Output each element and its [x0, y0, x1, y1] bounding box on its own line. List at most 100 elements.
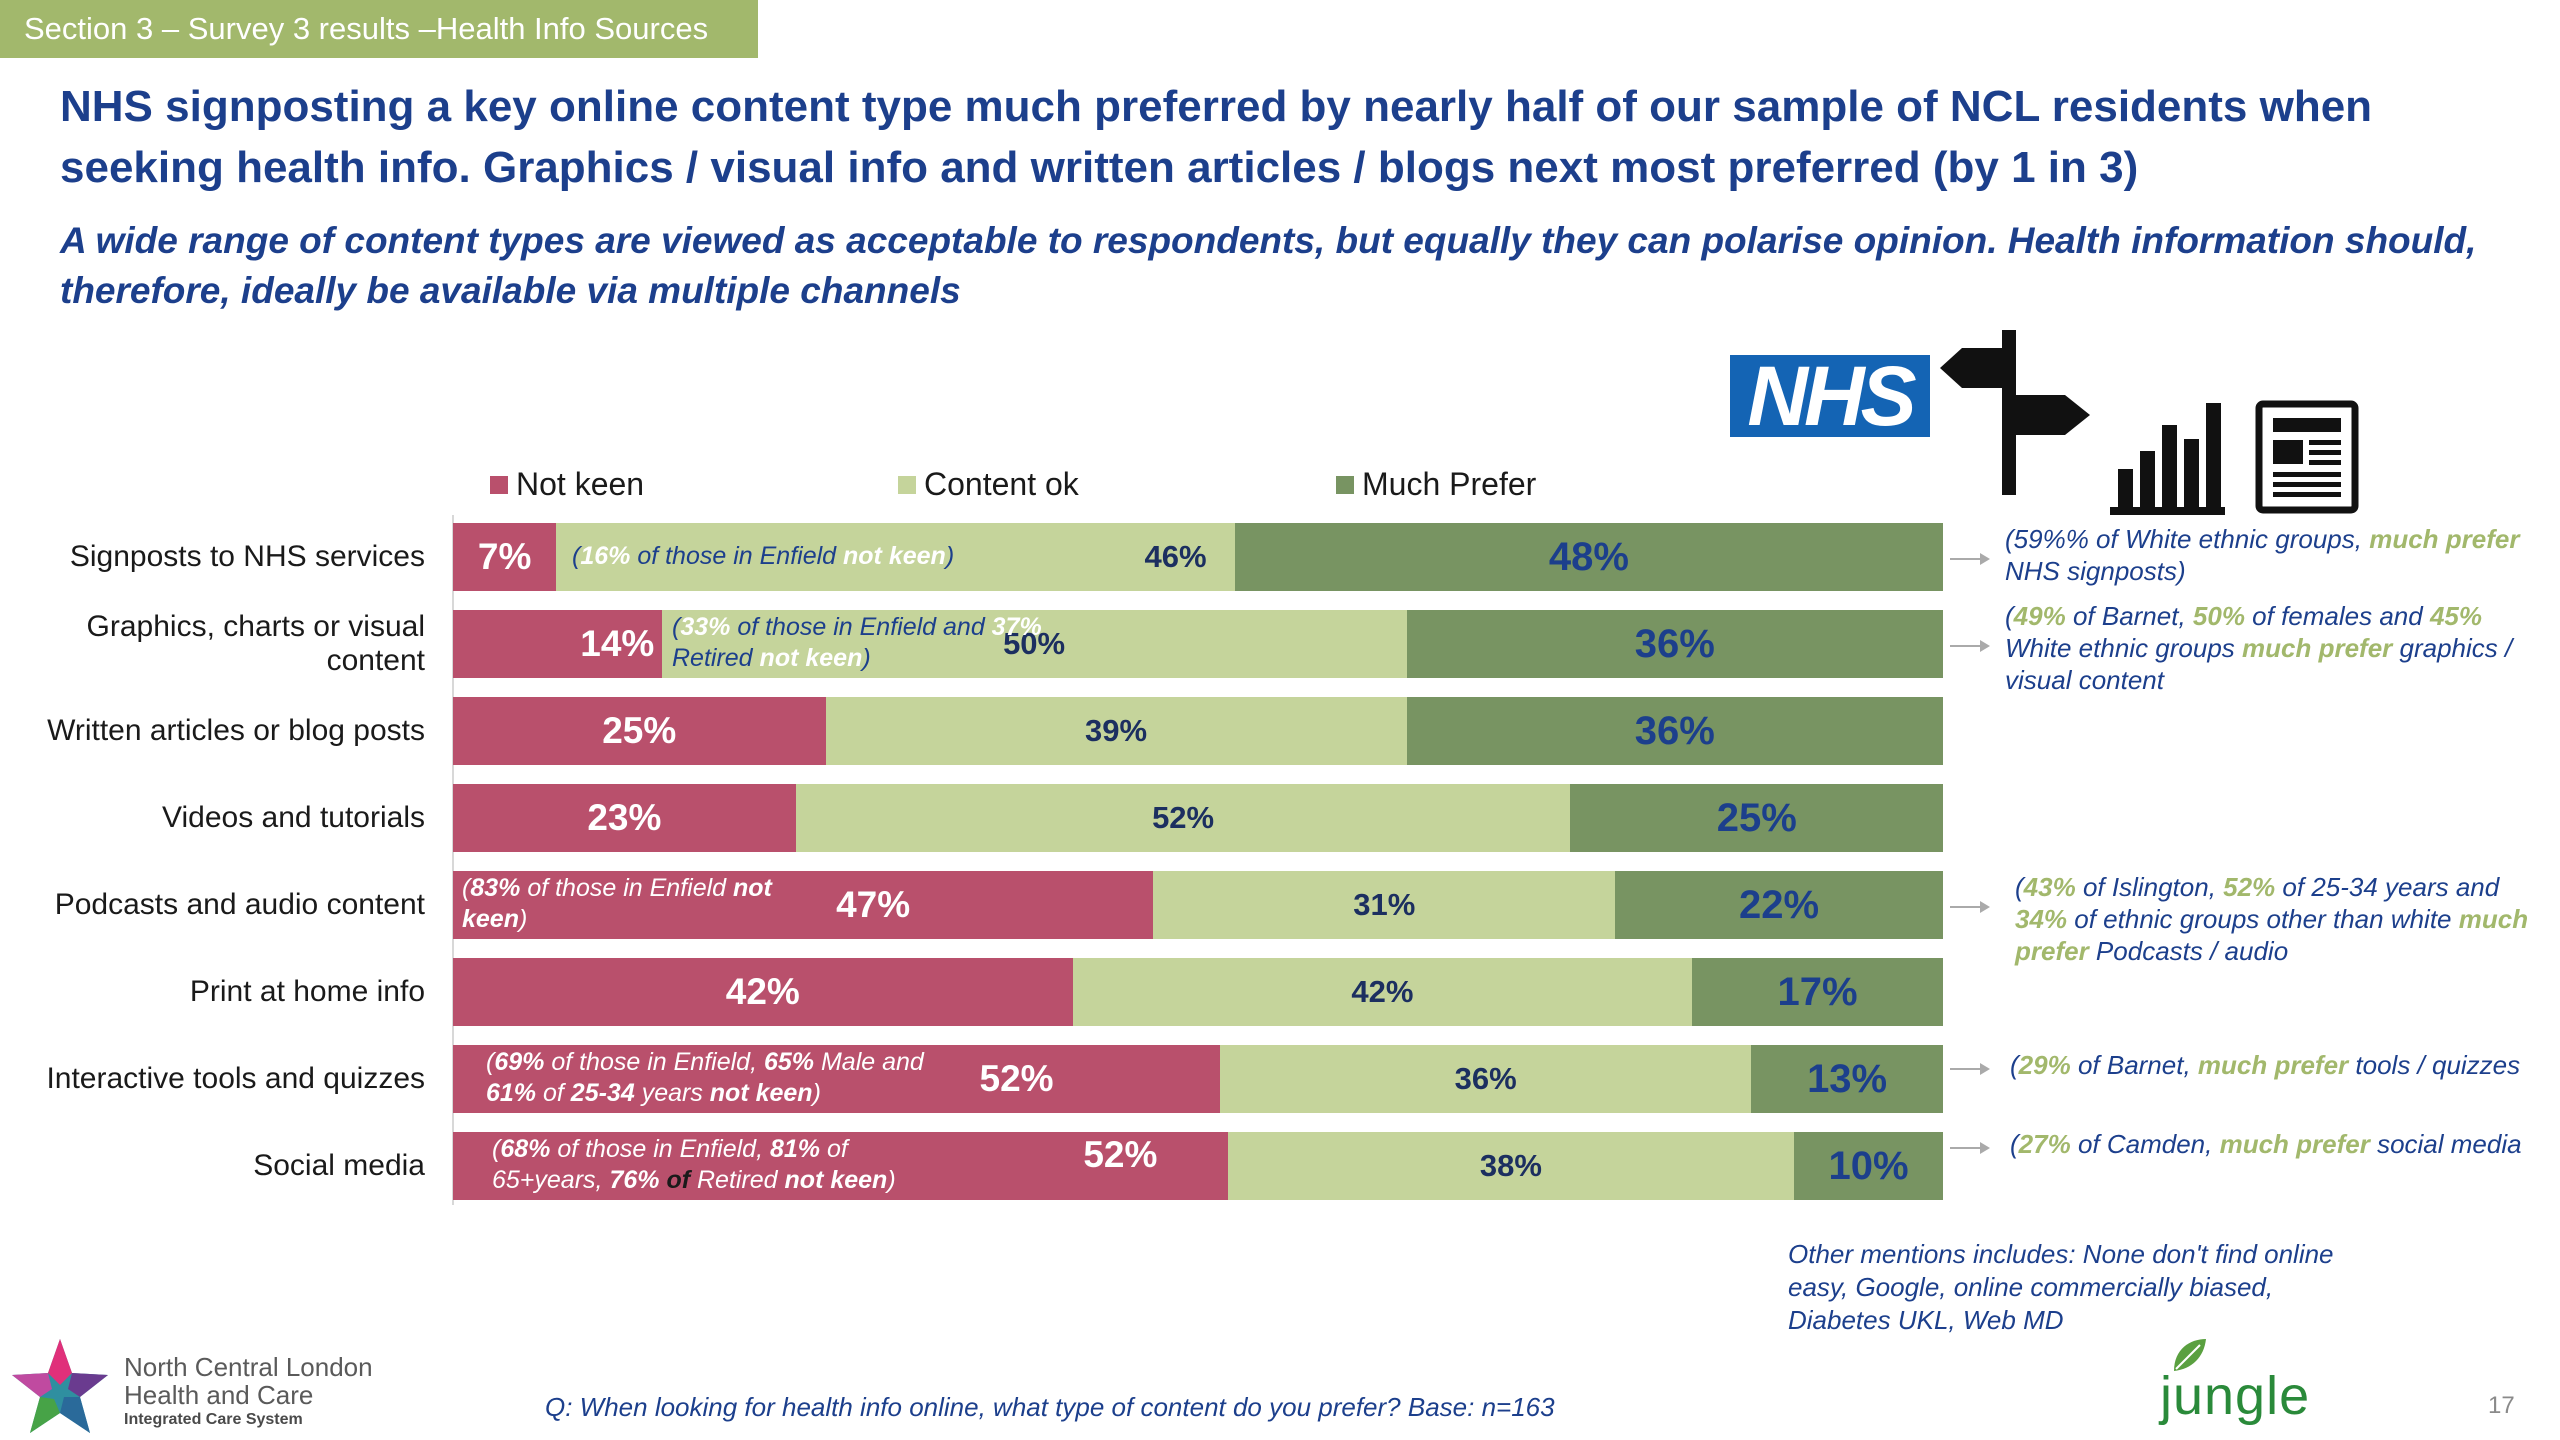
nhs-logo: NHS [1730, 354, 1930, 438]
data-label: 23% [587, 797, 662, 838]
bar-much-prefer: 13% [1751, 1045, 1943, 1113]
data-label: 46% [1144, 539, 1207, 574]
data-label: 31% [1353, 887, 1416, 922]
other-mentions-note: Other mentions includes: None don't find… [1788, 1239, 2334, 1335]
category-label: Written articles or blog posts [47, 714, 425, 747]
data-label: 17% [1777, 969, 1858, 1014]
chart-row: Graphics, charts or visual content 14% 5… [0, 601, 2560, 695]
legend-label: Much Prefer [1362, 466, 1537, 502]
legend-not-keen: Not keen [490, 466, 644, 503]
annotation-podcasts: (83% of those in Enfield not keen) [462, 874, 772, 933]
data-label: 47% [836, 884, 911, 925]
annotation-signposts: (16% of those in Enfield not keen) [572, 542, 955, 570]
bar-not-keen: 52% [453, 1132, 1228, 1200]
bar-content-ok: 38% [1227, 1132, 1794, 1200]
section-tab: Section 3 – Survey 3 results –Health Inf… [0, 0, 758, 58]
data-label: 13% [1807, 1056, 1888, 1101]
data-label: 10% [1828, 1143, 1909, 1188]
data-label: 52% [979, 1058, 1054, 1099]
bar-not-keen: 52% [453, 1045, 1221, 1113]
arrow-icon [1950, 1142, 1990, 1154]
arrow-icon [1950, 553, 1990, 565]
category-label: Social media [253, 1149, 425, 1182]
bar-content-ok: 39% [825, 697, 1407, 765]
bar-track: 47% 31% 22% [453, 871, 1943, 939]
bar-content-ok: 31% [1153, 871, 1616, 939]
bar-track: 52% 38% 10% [453, 1132, 1943, 1200]
bar-track: 23% 52% 25% [453, 784, 1943, 852]
data-label: 7% [477, 536, 532, 577]
newspaper-icon [2255, 400, 2359, 514]
data-label: 42% [725, 971, 800, 1012]
category-label: Graphics, charts or visual content [86, 610, 425, 677]
legend-swatch [490, 475, 508, 494]
bar-not-keen: 47% [453, 871, 1154, 939]
bar-much-prefer: 25% [1570, 784, 1943, 852]
annotation-graphics: (33% of those in Enfield and 37% Retired… [672, 613, 1042, 672]
category-label: Podcasts and audio content [54, 888, 425, 921]
bar-much-prefer: 48% [1234, 523, 1943, 591]
bar-much-prefer: 17% [1692, 958, 1943, 1026]
data-label: 25% [1716, 795, 1797, 840]
data-label: 52% [1083, 1134, 1158, 1175]
bar-not-keen: 25% [453, 697, 826, 765]
chart-row: Interactive tools and quizzes 52% 36% 13… [0, 1045, 2560, 1113]
data-label: 36% [1454, 1061, 1517, 1096]
data-label: 48% [1548, 534, 1629, 579]
signpost-icon [1940, 330, 2090, 495]
bar-content-ok: 52% [795, 784, 1571, 852]
bar-not-keen: 42% [453, 958, 1073, 1026]
leaf-icon [2174, 1339, 2206, 1371]
data-label: 38% [1479, 1148, 1542, 1183]
stacked-bar-chart: Signposts to NHS services 7% 46% 48% (16… [0, 515, 2560, 1215]
bar-much-prefer: 22% [1615, 871, 1943, 939]
jungle-green-logo: jungle green [2160, 1335, 2460, 1440]
side-note-graphics: (49% of Barnet, 50% of females and 45% W… [2005, 601, 2513, 695]
barchart-icon [2110, 403, 2225, 515]
bar-not-keen: 23% [453, 784, 796, 852]
bar-much-prefer: 36% [1406, 697, 1943, 765]
legend-swatch [898, 475, 916, 494]
bar-track: 7% 46% 48% [453, 523, 1943, 591]
star-logo-icon [12, 1339, 108, 1433]
annotation-social: (68% of those in Enfield, 81% of 65+year… [492, 1135, 896, 1194]
category-label: Videos and tutorials [162, 801, 425, 834]
side-note-social: (27% of Camden, much prefer social media [2010, 1129, 2522, 1159]
category-label: Signposts to NHS services [69, 540, 425, 573]
bar-not-keen: 7% [453, 523, 557, 591]
arrow-icon [1950, 640, 1990, 652]
bar-content-ok: 36% [1220, 1045, 1752, 1113]
bar-track: 42% 42% 17% [453, 958, 1943, 1026]
bar-track: 25% 39% 36% [453, 697, 1943, 765]
arrow-icon [1950, 901, 1990, 913]
data-label: 36% [1634, 708, 1715, 753]
legend-much-prefer: Much Prefer [1336, 466, 1536, 503]
annotation-interactive: (69% of those in Enfield, 65% Male and 6… [486, 1048, 924, 1107]
category-label: Interactive tools and quizzes [46, 1062, 425, 1095]
chart-row: Social media 52% 38% 10% (68% of those i… [0, 1129, 2560, 1200]
side-note-podcasts: (43% of Islington, 52% of 25-34 years an… [2015, 872, 2529, 966]
legend-swatch [1336, 475, 1354, 494]
page-title: NHS signposting a key online content typ… [60, 82, 2373, 192]
bar-track: 14% 50% 36% [453, 610, 1943, 678]
question-footnote: Q: When looking for health info online, … [545, 1392, 1555, 1422]
bar-content-ok: 50% [661, 610, 1407, 678]
bar-much-prefer: 36% [1406, 610, 1943, 678]
chart-row: Podcasts and audio content 47% 31% 22% (… [0, 871, 2560, 966]
chart-row: Signposts to NHS services 7% 46% 48% (16… [0, 523, 2560, 591]
legend-content-ok: Content ok [898, 466, 1079, 503]
ncl-logo: North Central London Health and Care Int… [8, 1335, 378, 1440]
legend-label: Content ok [924, 466, 1079, 502]
bar-track: 52% 36% 13% [453, 1045, 1943, 1113]
side-note-signposts: (59%% of White ethnic groups, much prefe… [2005, 524, 2520, 586]
data-label: 36% [1634, 621, 1715, 666]
page-subtitle: A wide range of content types are viewed… [60, 220, 2477, 311]
arrow-icon [1950, 1063, 1990, 1075]
data-label: 52% [1152, 800, 1215, 835]
bar-content-ok: 42% [1072, 958, 1693, 1026]
side-note-interactive: (29% of Barnet, much prefer tools / quiz… [2010, 1050, 2521, 1080]
data-label: 14% [580, 623, 655, 664]
category-label: Print at home info [189, 975, 425, 1008]
data-label: 25% [602, 710, 677, 751]
ncl-logo-text: North Central London Health and Care Int… [124, 1352, 373, 1428]
